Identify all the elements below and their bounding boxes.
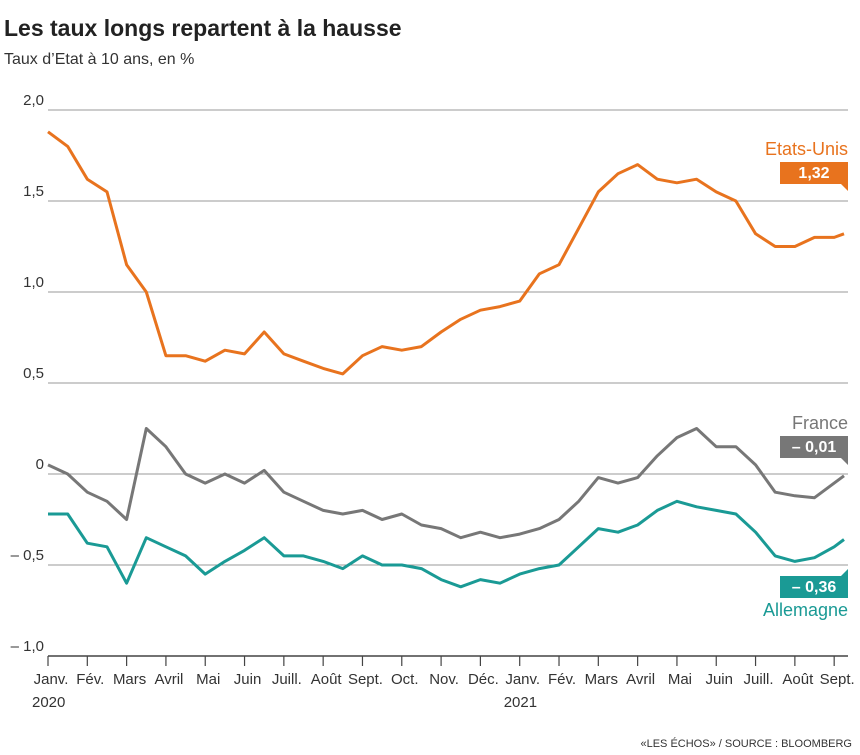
x-tick-label: Oct.: [391, 671, 419, 688]
series-line: [47, 427, 845, 540]
year-label: 2021: [504, 694, 537, 711]
chart-title: Les taux longs repartent à la hausse: [4, 15, 402, 41]
series-name: Allemagne: [763, 600, 848, 620]
value-label-box: [780, 576, 848, 598]
x-tick-label: Fév.: [76, 671, 104, 688]
series-name: France: [792, 413, 848, 433]
x-tick-label: Mai: [196, 671, 220, 688]
x-tick-label: Juin: [705, 671, 733, 688]
x-tick-label: Août: [782, 671, 814, 688]
y-tick-label: – 1,0: [11, 638, 44, 655]
value-label-pointer: [841, 458, 848, 465]
y-tick-label: 1,5: [23, 183, 44, 200]
value-label: 1,32: [798, 165, 829, 182]
x-tick-label: Fév.: [548, 671, 576, 688]
x-tick-label: Janv.: [505, 671, 540, 688]
y-tick-label: 0: [36, 456, 44, 473]
value-label: – 0,01: [792, 439, 837, 456]
x-tick-label: Avril: [154, 671, 183, 688]
x-tick-label: Juill.: [272, 671, 302, 688]
x-tick-label: Mai: [668, 671, 692, 688]
x-tick-label: Déc.: [468, 671, 499, 688]
x-tick-label: Avril: [626, 671, 655, 688]
value-label-box: [780, 436, 848, 458]
x-tick-label: Mars: [585, 671, 618, 688]
y-tick-label: 2,0: [23, 92, 44, 109]
series-line: [47, 130, 845, 376]
value-label-pointer: [841, 569, 848, 576]
x-tick-label: Sept.: [820, 671, 855, 688]
x-tick-label: Nov.: [429, 671, 459, 688]
x-tick-label: Juill.: [744, 671, 774, 688]
y-tick-label: 1,0: [23, 274, 44, 291]
x-tick-label: Août: [311, 671, 343, 688]
x-tick-label: Sept.: [348, 671, 383, 688]
chart-subtitle: Taux d’Etat à 10 ans, en %: [4, 51, 194, 68]
y-tick-label: 0,5: [23, 365, 44, 382]
series-name: Etats-Unis: [765, 139, 848, 159]
x-tick-label: Juin: [234, 671, 262, 688]
value-label-pointer: [841, 184, 848, 191]
x-tick-label: Janv.: [34, 671, 69, 688]
value-label: – 0,36: [792, 579, 837, 596]
y-tick-label: – 0,5: [11, 547, 44, 564]
source: «LES ÉCHOS» / SOURCE : BLOOMBERG: [640, 737, 852, 750]
value-label-box: [780, 162, 848, 184]
x-tick-label: Mars: [113, 671, 146, 688]
year-label: 2020: [32, 694, 65, 711]
series-line: [48, 499, 845, 589]
